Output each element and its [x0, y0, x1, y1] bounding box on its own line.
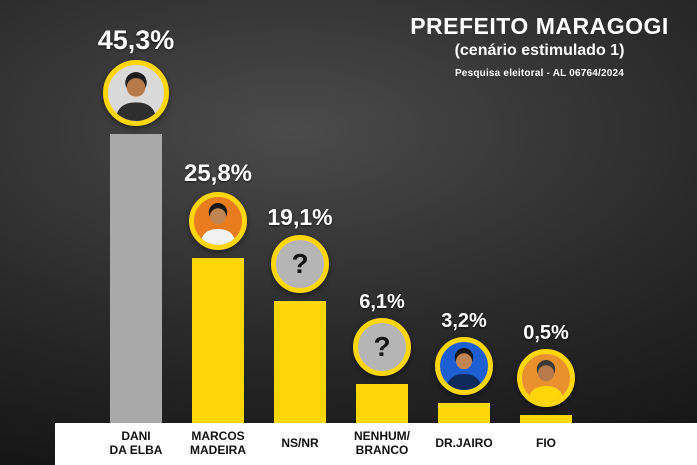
bar-column: 6,1% ? NENHUM/ BRANCO [341, 0, 423, 465]
candidate-name-label: DANI DA ELBA [109, 429, 163, 457]
source-label: Pesquisa eleitoral - AL 06764/2024 [454, 68, 625, 80]
bar-columns: 45,3% DANI DA ELBA 25,8% [95, 0, 587, 465]
person-icon [115, 72, 157, 121]
bar [110, 134, 162, 423]
percent-label: 25,8% [183, 160, 253, 188]
candidate-name-label: MARCOS MADEIRA [190, 429, 246, 457]
bar [274, 301, 326, 423]
percent-label: 19,1% [267, 204, 333, 231]
bar [356, 384, 408, 423]
page-title: PREFEITO MARAGOGI [410, 13, 669, 39]
person-icon [200, 203, 236, 246]
candidate-name-label: NENHUM/ BRANCO [354, 429, 410, 457]
question-mark-icon: ? [373, 331, 391, 363]
person-icon [446, 347, 482, 390]
candidate-avatar [517, 349, 575, 407]
candidate-avatar: ? [271, 235, 329, 294]
bar-column: 19,1% ? NS/NR [259, 0, 341, 465]
candidate-name-label: NS/NR [281, 436, 319, 451]
bar-column: 0,5% FIO [505, 0, 587, 465]
bar [192, 258, 244, 423]
candidate-name-label: DR.JAIRO [435, 436, 493, 451]
percent-label: 3,2% [441, 309, 487, 332]
candidate-avatar [435, 336, 493, 395]
bar-column: 45,3% DANI DA ELBA [95, 0, 177, 465]
question-mark-icon: ? [291, 248, 309, 280]
person-icon [528, 360, 564, 402]
header: PREFEITO MARAGOGI (cenário estimulado 1)… [392, 13, 687, 80]
bottom-strip [55, 423, 697, 465]
candidate-avatar [103, 60, 169, 126]
scenario-subtitle: (cenário estimulado 1) [454, 42, 625, 60]
bar [520, 415, 572, 423]
bar-column: 3,2% DR.JAIRO [423, 0, 505, 465]
bar-column: 25,8% MARCOS MADEIRA [177, 0, 259, 465]
candidate-avatar [189, 192, 247, 251]
candidate-avatar: ? [353, 318, 411, 377]
percent-label: 45,3% [97, 25, 175, 55]
percent-label: 6,1% [359, 291, 405, 314]
percent-label: 0,5% [523, 322, 569, 344]
bar [438, 402, 490, 423]
candidate-name-label: FIO [536, 436, 556, 451]
